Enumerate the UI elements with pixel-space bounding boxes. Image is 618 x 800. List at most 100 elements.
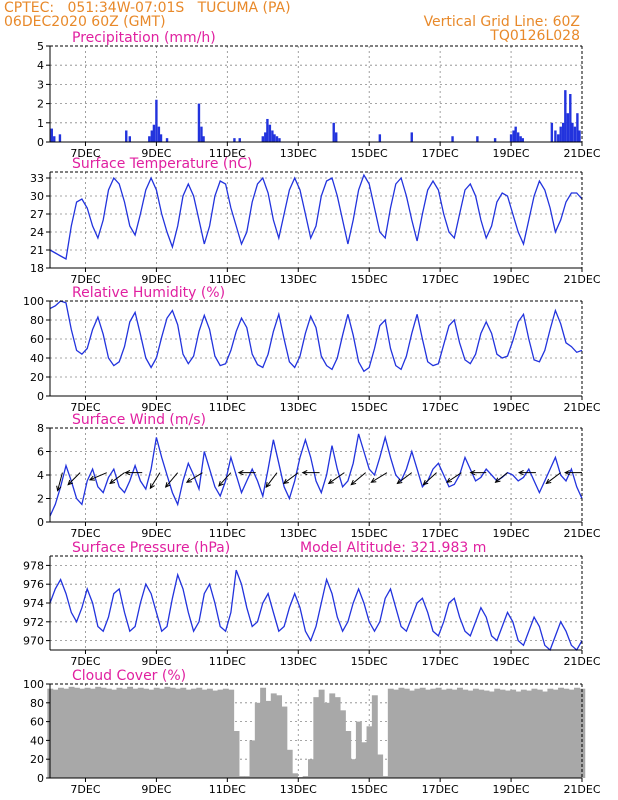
- cloud-bar: [478, 689, 485, 778]
- cloud-bar: [212, 690, 219, 778]
- cloud-bar: [89, 688, 96, 778]
- cloud-bar: [302, 776, 309, 778]
- precip-bar: [550, 122, 554, 142]
- cloud-bar: [169, 687, 176, 778]
- x-tick-label: 9DEC: [141, 783, 171, 796]
- x-tick-label: 21DEC: [563, 783, 600, 796]
- cloud-bar: [95, 686, 102, 778]
- cloud-bar: [456, 687, 463, 778]
- cloud-bar: [377, 754, 384, 778]
- y-tick-label: 972: [23, 616, 44, 629]
- y-tick-label: 4: [37, 59, 44, 72]
- cloud-bar: [132, 688, 139, 778]
- cloud-bar: [345, 731, 352, 778]
- precip-bar: [233, 138, 236, 142]
- cloud-bar: [515, 691, 522, 778]
- y-tick-label: 100: [23, 295, 44, 308]
- cloud-bar: [57, 687, 64, 778]
- y-tick-label: 976: [23, 578, 44, 591]
- precip-bar: [58, 134, 62, 142]
- precip-bar: [516, 132, 520, 142]
- cloud-bar: [206, 688, 213, 778]
- precip-bar: [493, 138, 497, 142]
- cloud-bar: [323, 702, 330, 778]
- precip-title: Precipitation (mm/h): [72, 30, 216, 46]
- cloud-bar: [100, 687, 107, 778]
- cloud-bar: [531, 688, 538, 778]
- x-tick-label: 15DEC: [351, 273, 388, 286]
- y-tick-label: 0: [37, 516, 44, 529]
- cloud-bar: [249, 740, 256, 778]
- cloud-bar: [63, 688, 70, 778]
- wind-arrow: [301, 470, 320, 476]
- cloud-bar: [79, 688, 86, 778]
- cloud-bar: [499, 689, 506, 778]
- precip-bar: [557, 134, 560, 142]
- cloud-bar: [175, 688, 181, 778]
- cloud-bar: [568, 689, 575, 778]
- x-tick-label: 13DEC: [280, 147, 317, 160]
- cloud-bar: [201, 689, 208, 778]
- wind-arrow: [469, 470, 487, 476]
- wind-arrow: [218, 472, 232, 487]
- wind-arrow: [370, 472, 388, 483]
- y-tick-label: 60: [30, 716, 44, 729]
- precip-bar: [150, 130, 153, 142]
- cloud-bar: [121, 688, 128, 778]
- y-tick-label: 27: [30, 208, 44, 221]
- x-tick-label: 11DEC: [209, 273, 246, 286]
- x-tick-label: 7DEC: [70, 655, 100, 668]
- cloud-bar: [435, 687, 442, 778]
- cloud-bar: [371, 695, 378, 778]
- cloud-bar: [286, 749, 293, 778]
- precip-bar: [562, 122, 565, 142]
- cloud-bar: [536, 689, 543, 778]
- x-tick-label: 19DEC: [493, 783, 530, 796]
- wind-title: Surface Wind (m/s): [72, 412, 206, 428]
- precip-bar: [261, 136, 264, 142]
- x-tick-label: 7DEC: [70, 401, 100, 414]
- cloud-bar: [472, 688, 479, 778]
- cloud-bar: [558, 687, 564, 778]
- y-tick-label: 970: [23, 635, 44, 648]
- rh-title: Relative Humidity (%): [72, 285, 225, 301]
- precip-bar: [53, 136, 56, 142]
- cloud-bar: [73, 687, 80, 778]
- y-tick-label: 3: [37, 78, 44, 91]
- cloud-bar: [84, 687, 91, 778]
- x-tick-label: 11DEC: [209, 527, 246, 540]
- wind-arrow: [88, 472, 107, 481]
- precip-bar: [573, 126, 577, 142]
- cloud-bar: [467, 690, 474, 778]
- wind-arrow: [422, 472, 437, 486]
- x-tick-label: 19DEC: [493, 401, 530, 414]
- cloud-bar: [116, 687, 123, 778]
- wind-arrow: [265, 472, 278, 488]
- wind-arrow: [282, 472, 299, 485]
- precip-bar: [521, 138, 524, 142]
- pres-panel: 970 972 974 976 978 7DEC 9DEC 11DEC 13DEC 15DEC 17…: [23, 540, 601, 668]
- cloud-bar: [159, 688, 165, 778]
- precip-bar: [200, 126, 203, 142]
- cloud-bar: [425, 689, 431, 778]
- y-tick-label: 60: [30, 333, 44, 346]
- cloud-bar: [254, 702, 261, 778]
- precip-bar: [266, 118, 269, 142]
- x-tick-label: 13DEC: [280, 527, 317, 540]
- cloud-bar: [222, 688, 229, 778]
- x-tick-label: 11DEC: [209, 655, 246, 668]
- cloud-bar: [403, 688, 410, 778]
- x-tick-label: 17DEC: [422, 147, 459, 160]
- cloud-bar: [185, 689, 192, 778]
- y-tick-label: 80: [30, 314, 44, 327]
- cloud-bar: [238, 776, 245, 778]
- x-tick-label: 21DEC: [563, 273, 600, 286]
- wind-arrow: [446, 472, 462, 483]
- y-tick-label: 0: [37, 772, 44, 785]
- cloud-bar: [244, 776, 251, 778]
- precip-bar: [451, 136, 454, 142]
- precip-bar: [566, 113, 570, 142]
- cloud-bar: [153, 687, 160, 778]
- cloud-bar: [228, 689, 235, 778]
- y-tick-label: 6: [37, 446, 44, 459]
